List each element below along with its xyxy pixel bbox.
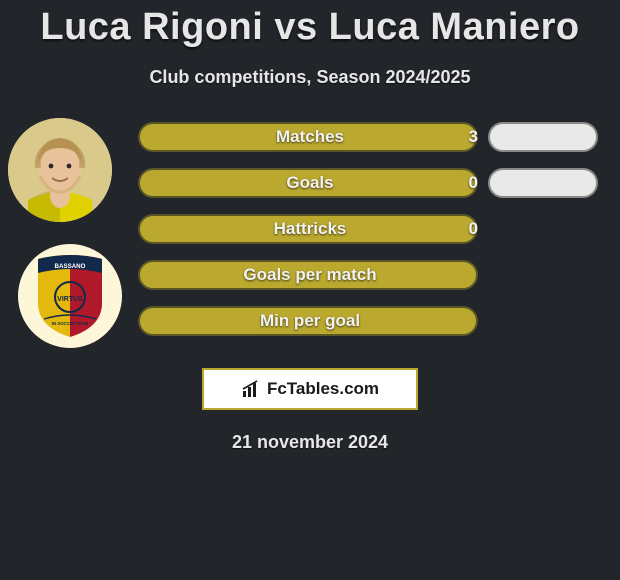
bar-chart-icon — [241, 379, 261, 399]
date-text: 21 november 2024 — [0, 432, 620, 453]
player1-bar — [138, 214, 478, 244]
page-title: Luca Rigoni vs Luca Maniero — [0, 0, 620, 49]
brand-badge: FcTables.com — [202, 368, 418, 410]
stat-rows: Matches3Goals0Hattricks0Goals per matchM… — [0, 118, 620, 348]
player2-bar — [488, 122, 598, 152]
player1-value: 0 — [448, 173, 478, 193]
stat-row: Goals per match — [0, 256, 620, 302]
player1-bar — [138, 306, 478, 336]
subtitle: Club competitions, Season 2024/2025 — [0, 67, 620, 88]
player1-value: 3 — [448, 127, 478, 147]
stat-row: Matches3 — [0, 118, 620, 164]
player1-bar — [138, 260, 478, 290]
player2-bar — [488, 168, 598, 198]
brand-text: FcTables.com — [267, 379, 379, 399]
stat-row: Min per goal — [0, 302, 620, 348]
comparison-chart: BASSANO VIRTUS 55 SOCCER TEAM Matches3Go… — [0, 118, 620, 348]
player1-value: 0 — [448, 219, 478, 239]
stat-row: Goals0 — [0, 164, 620, 210]
player1-bar — [138, 168, 478, 198]
player1-bar — [138, 122, 478, 152]
stat-row: Hattricks0 — [0, 210, 620, 256]
